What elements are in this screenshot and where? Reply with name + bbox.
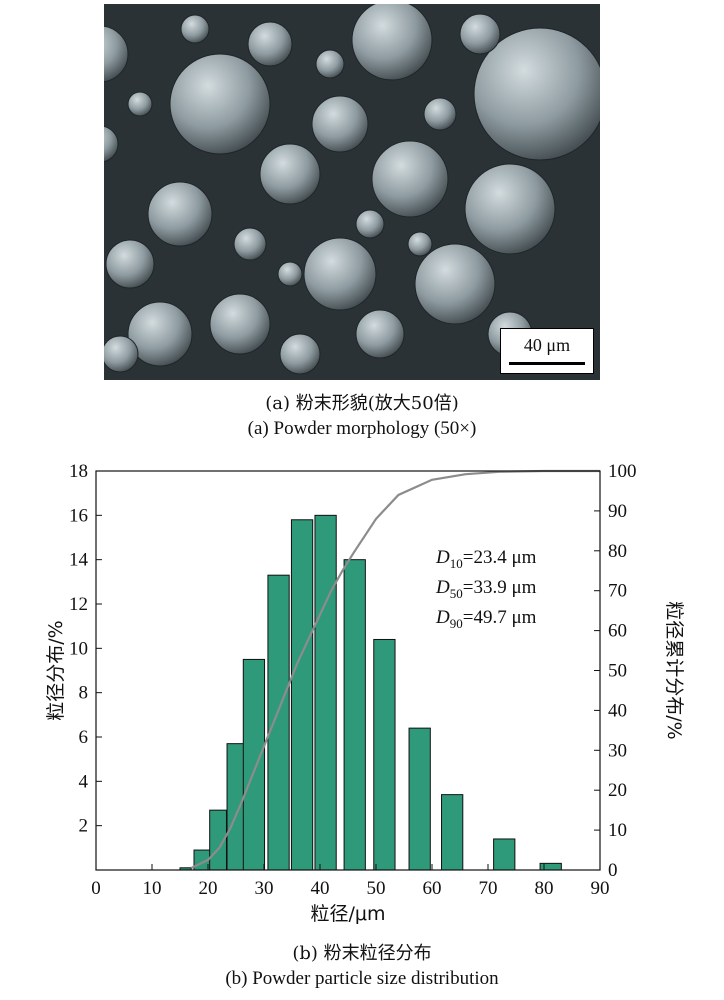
y-tick-label: 18 bbox=[69, 461, 88, 482]
caption-b-en: (b) Powder particle size distribution bbox=[225, 968, 499, 989]
y-tick-label: 14 bbox=[69, 550, 89, 571]
x-tick-label: 20 bbox=[199, 878, 218, 899]
x-tick-label: 40 bbox=[311, 878, 330, 899]
bar-8 bbox=[343, 559, 366, 871]
y2-tick-label: 100 bbox=[608, 461, 637, 482]
bar-3 bbox=[226, 743, 245, 871]
y-tick-label: 6 bbox=[79, 727, 89, 748]
y-tick-label: 16 bbox=[69, 505, 88, 526]
y2-tick-label: 60 bbox=[608, 621, 627, 642]
x-tick-label: 60 bbox=[423, 878, 442, 899]
y-tick-label: 8 bbox=[79, 683, 89, 704]
caption-b-cn: (b) 粉末粒径分布 bbox=[292, 943, 432, 964]
x-tick-label: 0 bbox=[91, 878, 101, 899]
bar-5 bbox=[267, 574, 290, 871]
y2-tick-label: 10 bbox=[608, 820, 627, 841]
scale-bar-line bbox=[509, 362, 585, 365]
bar-13 bbox=[539, 862, 562, 871]
scale-bar: 40 μm bbox=[500, 328, 594, 374]
bar-12 bbox=[493, 838, 516, 871]
bar-4 bbox=[242, 658, 266, 871]
y2-tick-label: 80 bbox=[608, 541, 627, 562]
y2-tick-label: 40 bbox=[608, 700, 627, 721]
x-tick-label: 30 bbox=[255, 878, 274, 899]
y2-tick-label: 30 bbox=[608, 740, 627, 761]
y-axis-title: 粒径分布/% bbox=[45, 620, 67, 720]
x-tick-label: 80 bbox=[535, 878, 554, 899]
annotation-d50: D50=33.9 μm bbox=[435, 577, 537, 601]
annotations-layer: D10=23.4 μm D50=33.9 μm D90=49.7 μm bbox=[435, 547, 537, 631]
x-tick-label: 50 bbox=[367, 878, 386, 899]
y-tick-label: 10 bbox=[69, 638, 88, 659]
sem-micrograph: 40 μm bbox=[104, 4, 600, 380]
y2-tick-label: 90 bbox=[608, 501, 627, 522]
x-tick-label: 10 bbox=[143, 878, 162, 899]
scale-bar-label: 40 μm bbox=[523, 335, 571, 355]
x-axis-title: 粒径/μm bbox=[311, 903, 386, 925]
y2-tick-label: 0 bbox=[608, 860, 618, 881]
x-tick-label: 70 bbox=[479, 878, 498, 899]
bars-layer bbox=[179, 514, 562, 871]
y-tick-label: 4 bbox=[79, 771, 89, 792]
bar-10 bbox=[408, 727, 431, 871]
bar-7 bbox=[314, 514, 337, 871]
annotation-d90: D90=49.7 μm bbox=[435, 607, 537, 631]
y2-tick-label: 70 bbox=[608, 581, 627, 602]
bar-11 bbox=[441, 794, 464, 871]
y2-axis-title: 粒径累计分布/% bbox=[663, 601, 685, 739]
y2-tick-label: 20 bbox=[608, 780, 627, 801]
annotation-d10: D10=23.4 μm bbox=[435, 547, 537, 571]
cumulative-curve-layer bbox=[190, 469, 600, 869]
powder-particles-image bbox=[104, 4, 600, 375]
y2-tick-label: 50 bbox=[608, 661, 627, 682]
bar-6 bbox=[290, 519, 314, 871]
caption-a-en: (a) Powder morphology (50×) bbox=[247, 418, 477, 439]
caption-a-cn: (a) 粉末形貌(放大50倍) bbox=[265, 393, 459, 414]
y-tick-label: 2 bbox=[79, 816, 89, 837]
y-tick-label: 12 bbox=[69, 594, 88, 615]
x-tick-label: 90 bbox=[591, 878, 610, 899]
cumulative-line bbox=[190, 469, 600, 869]
bar-9 bbox=[373, 638, 396, 871]
axes-layer: 0 10 20 30 40 50 60 70 80 90 2 4 6 8 10 12 14 16 18 0 10 20 30… bbox=[69, 461, 637, 899]
particle-size-chart: 0 10 20 30 40 50 60 70 80 90 2 4 6 8 10 12 14 16 18 0 10 20 30… bbox=[45, 461, 685, 925]
